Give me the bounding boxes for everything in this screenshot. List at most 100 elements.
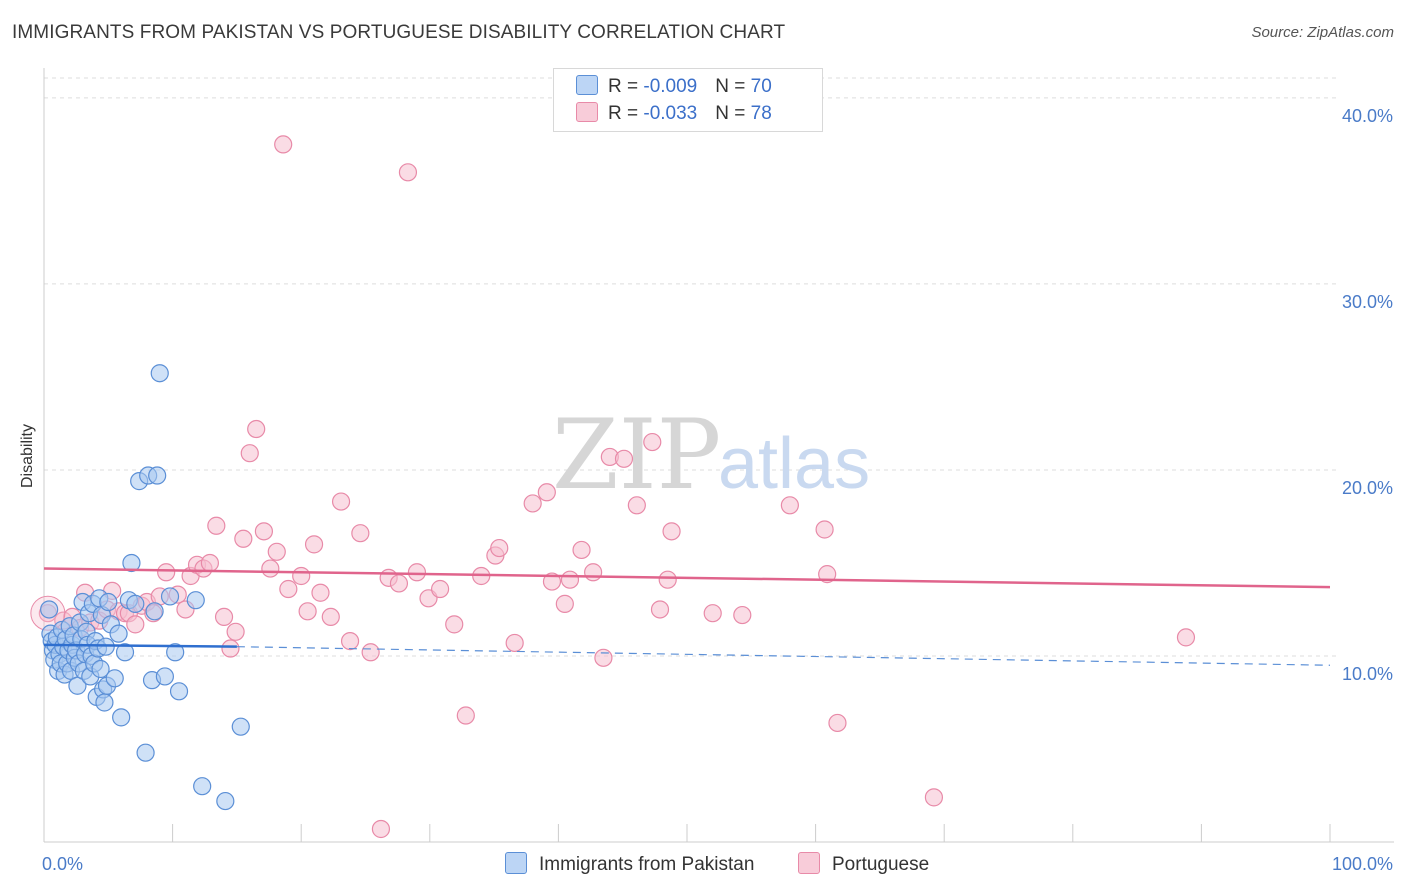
portuguese-point (614, 449, 634, 468)
y-tick-label: 40.0% (1342, 106, 1393, 126)
pakistan-point (193, 777, 212, 796)
portuguese-point (234, 529, 253, 548)
pakistan-point (166, 643, 185, 662)
portuguese-trend-line (43, 567, 1331, 589)
x-tick-labels: 0.0% 100.0% (42, 854, 1393, 874)
pakistan-point (216, 791, 235, 811)
series-pakistan-points (40, 364, 250, 811)
portuguese-point (226, 622, 245, 641)
portuguese-point (650, 600, 670, 619)
bottom-legend-portuguese: Portuguese (798, 852, 929, 876)
portuguese-point (924, 788, 944, 807)
legend-row-pakistan: R = -0.009 N = 70 (576, 75, 772, 101)
portuguese-point (279, 579, 298, 599)
pakistan-point (150, 364, 169, 383)
portuguese-point (505, 633, 524, 653)
portuguese-point (371, 819, 391, 839)
pakistan-point (91, 659, 110, 679)
pakistan-trend-line-dashed (236, 646, 1331, 666)
portuguese-point (542, 572, 562, 591)
bottom-legend-label: Immigrants from Pakistan (539, 854, 755, 875)
portuguese-point (643, 432, 662, 452)
pakistan-point (112, 708, 131, 727)
pakistan-point (126, 594, 145, 613)
pakistan-point (169, 682, 189, 701)
portuguese-point (733, 605, 752, 625)
portuguese-point (340, 631, 360, 651)
bottom-legend-swatch-pink (798, 852, 820, 874)
portuguese-point (298, 602, 317, 621)
axes (43, 68, 1394, 843)
pakistan-point (160, 587, 180, 606)
pakistan-point (122, 553, 141, 573)
legend-swatch-pink (576, 102, 598, 122)
portuguese-point (292, 566, 311, 586)
portuguese-point (1176, 628, 1196, 647)
portuguese-point (490, 538, 509, 558)
source-label: Source: ZipAtlas.com (1251, 24, 1394, 41)
legend-swatch-blue (576, 75, 598, 95)
bottom-legend-swatch-blue (505, 852, 527, 874)
portuguese-point (221, 639, 240, 658)
portuguese-point (555, 594, 574, 613)
correlation-legend: R = -0.009 N = 70 R = -0.033 N = 78 (553, 68, 823, 132)
pakistan-point (95, 693, 114, 712)
chart-title: IMMIGRANTS FROM PAKISTAN VS PORTUGUESE D… (12, 22, 786, 43)
pakistan-point (136, 743, 155, 762)
pakistan-point (115, 643, 135, 662)
portuguese-point (584, 563, 603, 582)
portuguese-point (815, 520, 834, 539)
portuguese-point (240, 444, 259, 463)
y-tick-labels: 10.0% 20.0% 30.0% 40.0% (1342, 106, 1393, 684)
pakistan-point (105, 669, 124, 688)
bottom-legend-label: Portuguese (832, 854, 930, 875)
x-tick-label: 0.0% (42, 854, 83, 874)
portuguese-point (361, 643, 380, 662)
legend-r-label: R = (608, 76, 644, 97)
portuguese-point (311, 583, 330, 602)
portuguese-point (351, 524, 370, 543)
portuguese-point (261, 559, 280, 578)
portuguese-point (267, 542, 286, 561)
pakistan-point (145, 602, 164, 621)
portuguese-point (818, 565, 837, 584)
pakistan-point (99, 592, 118, 612)
portuguese-point (304, 535, 324, 554)
trend-lines (43, 567, 1331, 666)
portuguese-point (560, 570, 580, 589)
y-tick-label: 20.0% (1342, 478, 1393, 498)
legend-row-portuguese: R = -0.033 N = 78 (576, 102, 772, 128)
portuguese-point (703, 604, 722, 623)
legend-n-value: 78 (750, 103, 772, 124)
gridlines (44, 77, 1340, 657)
portuguese-point (200, 553, 219, 573)
legend-r-label: R = (608, 103, 644, 124)
y-tick-label: 30.0% (1342, 292, 1393, 312)
portuguese-point (456, 706, 475, 725)
legend-n-value: 70 (750, 76, 772, 97)
watermark-zip: ZIP (552, 399, 721, 511)
portuguese-point (407, 563, 427, 582)
portuguese-point (780, 496, 799, 515)
portuguese-point (398, 163, 418, 182)
portuguese-point (331, 492, 351, 511)
portuguese-point (389, 574, 409, 593)
watermark-atlas: atlas (718, 424, 870, 504)
portuguese-point (572, 540, 591, 560)
legend-r-value: -0.033 (643, 103, 698, 124)
pakistan-point (231, 717, 250, 736)
x-tick-label: 100.0% (1332, 854, 1393, 874)
portuguese-point (662, 522, 681, 541)
legend-n-label: N = (715, 76, 751, 97)
portuguese-point (594, 648, 613, 667)
portuguese-point (254, 522, 274, 541)
portuguese-point (321, 607, 340, 627)
pakistan-point (186, 591, 205, 610)
legend-n-label: N = (715, 103, 751, 124)
portuguese-point (214, 607, 234, 627)
pakistan-point (109, 624, 128, 643)
y-tick-label: 10.0% (1342, 664, 1393, 684)
pakistan-point (155, 667, 174, 686)
portuguese-point (537, 483, 556, 502)
pakistan-point (148, 466, 167, 485)
